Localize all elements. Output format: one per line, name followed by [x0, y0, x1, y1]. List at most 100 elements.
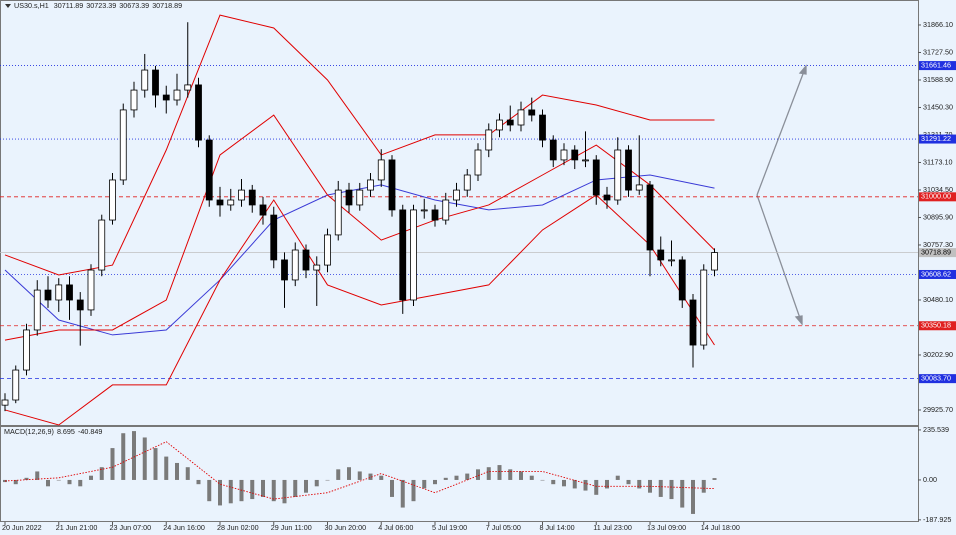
candle-body — [528, 109, 536, 116]
candle-body — [560, 149, 568, 161]
y-tick-label: 29925.70 — [923, 405, 953, 414]
forecast-arrows — [756, 64, 807, 326]
macd-bar — [282, 479, 287, 504]
arrow-up — [756, 65, 807, 196]
macd-bar — [680, 479, 685, 508]
candle-body — [442, 199, 450, 221]
chart-header: US30.s,H1 30711.89 30723.39 30673.39 30718.8… — [14, 1, 182, 10]
y-tick-label: 30895.90 — [923, 212, 953, 221]
macd-bar — [712, 478, 717, 480]
bollinger-lower — [4, 194, 715, 426]
candle-body — [33, 289, 41, 331]
macd-bar — [142, 437, 147, 480]
candle-body — [678, 259, 686, 301]
macd-bar — [497, 465, 502, 480]
macd-bar — [658, 479, 663, 497]
y-tick-label: 30757.30 — [923, 240, 953, 249]
macd-bar — [56, 479, 61, 481]
macd-bar — [465, 473, 470, 480]
price-label: 30350.18 — [921, 321, 951, 330]
macd-bar — [304, 479, 308, 493]
macd-bar — [400, 479, 405, 508]
candle-body — [539, 114, 546, 141]
macd-bar — [637, 479, 642, 489]
candle-body — [614, 149, 622, 201]
macd-bar — [325, 479, 330, 481]
macd-bar — [551, 479, 556, 485]
candle-body — [44, 289, 52, 301]
price-label: 30083.70 — [921, 374, 951, 383]
y-tick-label: 30480.10 — [923, 295, 953, 304]
candle-body — [98, 219, 106, 271]
candle-body — [367, 179, 374, 191]
y-tick-label: 31034.50 — [923, 185, 953, 194]
symbol: US30.s,H1 — [14, 1, 49, 10]
macd-bar — [196, 479, 201, 485]
menu-triangle — [5, 4, 11, 8]
candle-body — [87, 269, 95, 311]
x-tick-label: 11 Jul 23:00 — [593, 523, 632, 532]
macd-bar — [454, 475, 459, 480]
macd-bar — [175, 462, 179, 480]
macd-bar — [78, 479, 83, 487]
candle-body — [463, 174, 471, 191]
macd-bar — [529, 475, 534, 480]
macd-bar — [583, 479, 588, 491]
candle-body — [291, 249, 299, 281]
main-frame — [0, 0, 919, 426]
candle-body — [689, 299, 697, 346]
macd-bar — [626, 479, 631, 485]
macd-y-tick-label: 235.539 — [923, 425, 949, 434]
macd-bar — [185, 467, 190, 480]
price-label-box — [919, 269, 956, 279]
macd-bar — [110, 448, 115, 480]
macd-bar — [132, 431, 136, 480]
candle-body — [334, 189, 342, 236]
candle-body — [12, 369, 20, 401]
candle-body — [646, 184, 654, 251]
candle-body — [1, 399, 9, 406]
candle-body — [119, 109, 127, 181]
bollinger-upper — [4, 14, 715, 276]
candle-body — [657, 249, 665, 261]
macd-bar — [314, 479, 319, 487]
quote-close: 30718.89 — [152, 1, 182, 10]
candle-body — [238, 189, 245, 201]
macd-bar — [615, 475, 620, 480]
price-label-box — [919, 374, 956, 384]
macd-bar — [594, 479, 599, 495]
macd-bar — [605, 479, 609, 489]
candle-body — [109, 179, 116, 221]
macd-bar — [540, 479, 545, 481]
candle-body — [410, 209, 417, 301]
quote-low: 30673.39 — [119, 1, 149, 10]
macd-y-tick-label: 0.00 — [923, 475, 937, 484]
candle-body — [270, 214, 278, 261]
y-tick-label: 31173.10 — [923, 157, 952, 166]
price-label-box — [919, 321, 956, 331]
price-label-box — [919, 61, 956, 71]
candle-body — [582, 159, 589, 162]
candle-body — [184, 84, 192, 91]
macd-bar — [293, 479, 298, 497]
macd-y-tick-label: -187.925 — [923, 515, 951, 524]
macd-bar — [669, 479, 674, 500]
arrow-down — [756, 194, 803, 325]
macd-bar — [476, 469, 480, 480]
macd-bar — [508, 469, 513, 480]
macd-title: MACD(12,26,9) — [4, 427, 54, 436]
macd-bar — [411, 479, 416, 502]
macd-bar — [261, 479, 265, 497]
candle-body — [399, 209, 407, 301]
price-label: 30718.89 — [921, 248, 951, 257]
macd-bar — [379, 475, 384, 480]
price-label-box — [919, 248, 956, 258]
macd-bar — [347, 467, 351, 480]
candle-body — [345, 189, 353, 206]
candle-body — [485, 129, 493, 151]
macd-bar — [271, 479, 276, 502]
candle-body — [313, 264, 321, 271]
candle-body — [549, 139, 557, 161]
candle-body — [23, 329, 30, 371]
